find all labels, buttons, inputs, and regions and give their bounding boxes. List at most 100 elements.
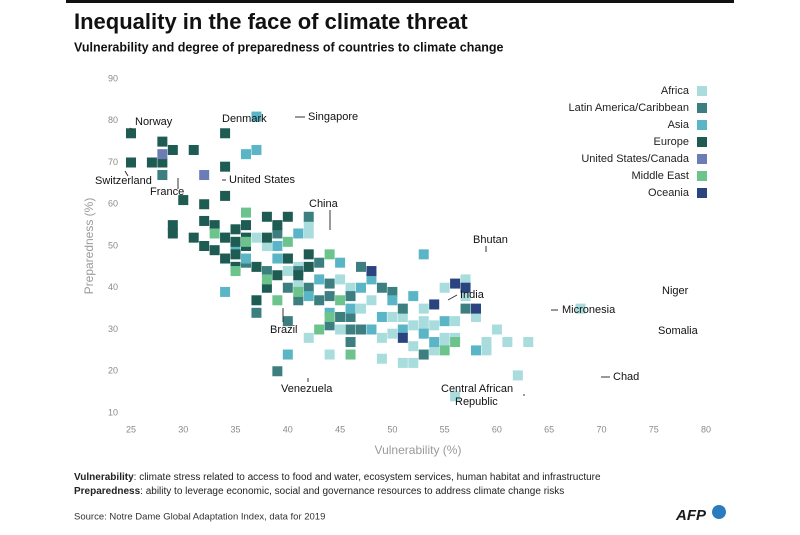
point (324, 320, 335, 331)
point (220, 286, 231, 297)
y-tick-label: 70 (108, 157, 118, 167)
annotation: India (460, 289, 485, 301)
chart-title: Inequality in the face of climate threat (74, 9, 468, 34)
y-tick-label: 60 (108, 199, 118, 209)
point (303, 332, 314, 343)
point (303, 261, 314, 272)
point (282, 236, 293, 247)
point (303, 220, 314, 231)
point (387, 295, 398, 306)
leader-line (447, 294, 458, 301)
point (366, 274, 377, 285)
annotation: Niger (662, 285, 689, 297)
point (460, 282, 471, 293)
annotation: Norway (135, 116, 173, 128)
point (450, 316, 461, 327)
legend-label: Europe (654, 136, 689, 148)
chart-subtitle: Vulnerability and degree of preparedness… (74, 40, 504, 54)
point (376, 353, 387, 364)
legend-swatch (697, 171, 707, 181)
point (188, 144, 199, 155)
annotation: United States (229, 174, 296, 186)
x-tick-label: 40 (283, 424, 293, 434)
point (460, 274, 471, 285)
point (481, 337, 492, 348)
leader-line (124, 170, 129, 177)
source: Source: Notre Dame Global Adaptation Ind… (74, 512, 325, 523)
annotation: Denmark (222, 113, 267, 125)
point (335, 311, 346, 322)
point (523, 337, 534, 348)
note-term: Preparedness (74, 486, 141, 497)
logo-dot (712, 505, 726, 519)
point (261, 274, 272, 285)
legend-label: Africa (661, 85, 690, 97)
leader-line (129, 127, 134, 131)
point (251, 232, 262, 243)
y-tick-label: 90 (108, 73, 118, 83)
point (282, 282, 293, 293)
annotation-line: Central African (441, 383, 513, 395)
point (397, 357, 408, 368)
point (575, 303, 586, 314)
annotation: Bhutan (473, 234, 508, 246)
point (408, 291, 419, 302)
note-text: : ability to leverage economic, social a… (140, 486, 564, 497)
point (282, 349, 293, 360)
point (188, 232, 199, 243)
top-rule (66, 0, 734, 3)
point (345, 324, 356, 335)
annotation: Venezuela (281, 383, 333, 395)
point (272, 366, 283, 377)
point (241, 149, 251, 160)
note: Preparedness: ability to leverage econom… (74, 486, 564, 497)
notes: Vulnerability: climate stress related to… (74, 472, 601, 497)
point (314, 324, 325, 335)
point (387, 328, 398, 339)
note-term: Vulnerability (74, 472, 134, 483)
point (303, 211, 314, 222)
point (220, 161, 231, 172)
point (429, 345, 440, 356)
x-tick-label: 30 (178, 424, 188, 434)
point (261, 266, 272, 277)
point (481, 345, 492, 356)
legend-swatch (697, 103, 707, 113)
x-tick-label: 45 (335, 424, 345, 434)
point (146, 157, 157, 168)
logo: AFP (675, 507, 707, 524)
point (397, 324, 408, 335)
legend-swatch (697, 154, 707, 164)
legend-swatch (697, 120, 707, 130)
point (450, 278, 461, 289)
point (324, 278, 335, 289)
point (293, 228, 304, 239)
point (126, 128, 136, 139)
point (230, 236, 241, 247)
point (376, 311, 387, 322)
note-text: : climate stress related to access to fo… (134, 472, 601, 483)
legend-label: Oceania (648, 187, 690, 199)
point (429, 337, 440, 348)
point (387, 286, 398, 297)
annotation: China (309, 198, 339, 210)
point (241, 207, 251, 218)
point (251, 307, 262, 318)
y-tick-label: 20 (108, 366, 118, 376)
point (376, 332, 387, 343)
point (345, 291, 356, 302)
x-axis-title: Vulnerability (%) (375, 443, 462, 457)
point (335, 324, 346, 335)
point (366, 324, 377, 335)
point (324, 249, 335, 260)
point (345, 337, 356, 348)
point (418, 349, 429, 360)
point (272, 270, 283, 281)
point (429, 299, 440, 310)
point (272, 253, 283, 264)
point (491, 324, 502, 335)
point (356, 261, 366, 272)
point (314, 295, 325, 306)
